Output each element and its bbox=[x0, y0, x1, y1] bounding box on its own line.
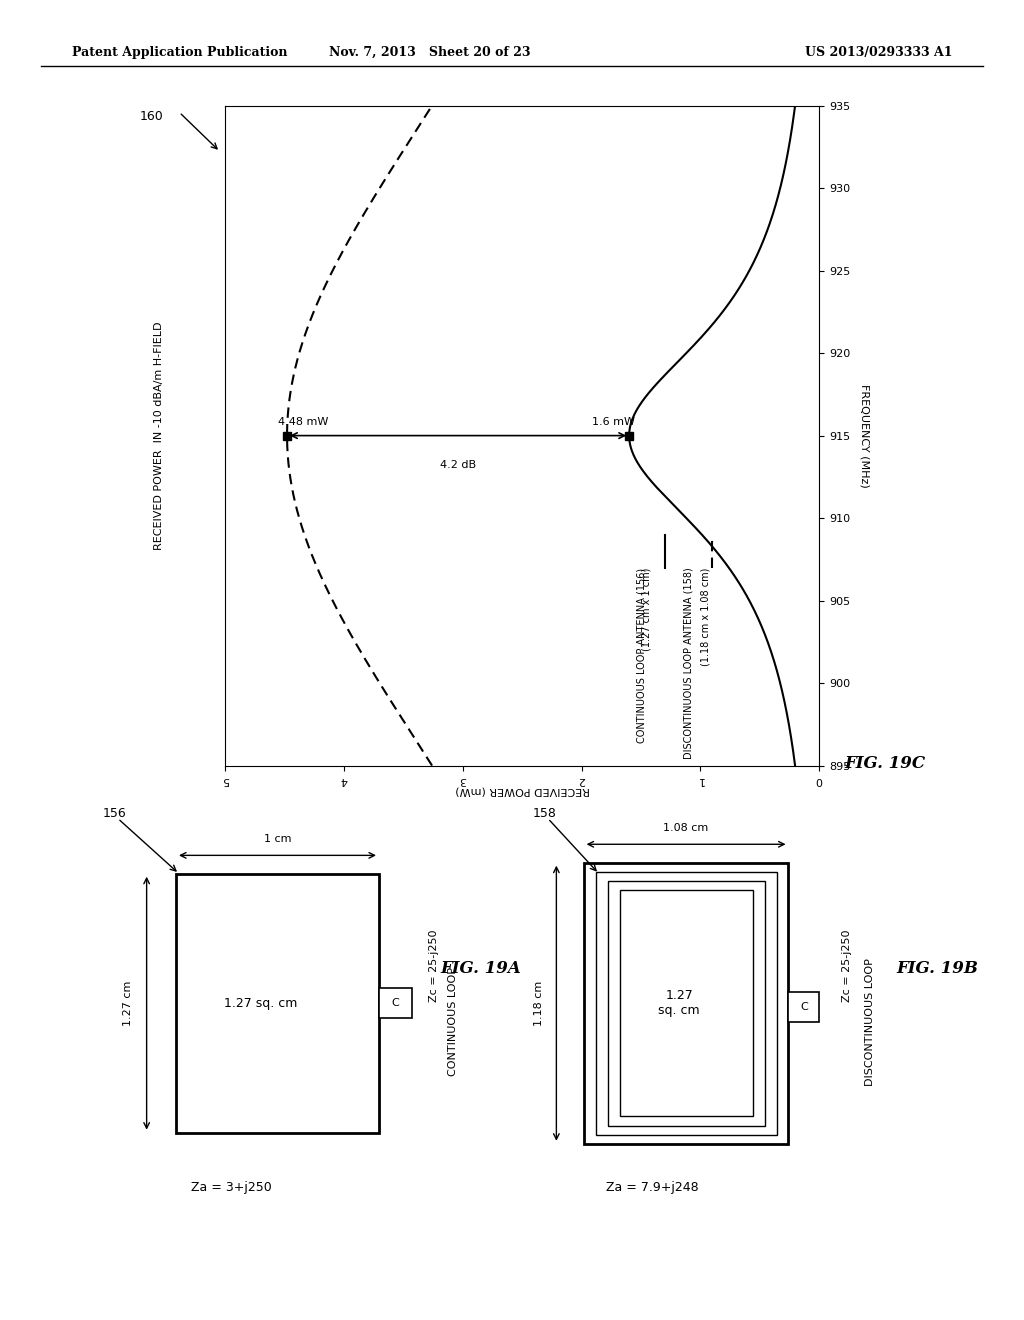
Text: 1.27 sq. cm: 1.27 sq. cm bbox=[224, 997, 298, 1010]
Text: 4.2 dB: 4.2 dB bbox=[440, 461, 476, 470]
Y-axis label: FREQUENCY (MHz): FREQUENCY (MHz) bbox=[859, 384, 869, 487]
Text: 1.27
sq. cm: 1.27 sq. cm bbox=[658, 989, 700, 1018]
Text: RECEIVED POWER  IN -10 dBA/m H-FIELD: RECEIVED POWER IN -10 dBA/m H-FIELD bbox=[154, 321, 164, 550]
Text: 1.27 cm: 1.27 cm bbox=[123, 981, 133, 1026]
Text: C: C bbox=[800, 1002, 808, 1012]
Bar bbox=[176, 874, 379, 1133]
Text: 1.08 cm: 1.08 cm bbox=[664, 824, 709, 833]
Text: Nov. 7, 2013   Sheet 20 of 23: Nov. 7, 2013 Sheet 20 of 23 bbox=[330, 46, 530, 59]
Text: Zc = 25-j250: Zc = 25-j250 bbox=[842, 931, 852, 1002]
Text: (1.18 cm x 1.08 cm): (1.18 cm x 1.08 cm) bbox=[667, 568, 711, 667]
Text: 1 cm: 1 cm bbox=[264, 834, 291, 845]
Text: US 2013/0293333 A1: US 2013/0293333 A1 bbox=[805, 46, 952, 59]
Text: DISCONTINUOUS LOOP ANTENNA (158): DISCONTINUOUS LOOP ANTENNA (158) bbox=[684, 568, 693, 759]
Bar bbox=[607, 880, 765, 1126]
Text: Za = 7.9+j248: Za = 7.9+j248 bbox=[605, 1180, 698, 1193]
Text: FIG. 19A: FIG. 19A bbox=[440, 960, 521, 977]
Bar bbox=[620, 890, 753, 1117]
Text: FIG. 19C: FIG. 19C bbox=[845, 755, 926, 772]
Text: 156: 156 bbox=[102, 807, 126, 820]
Text: Za = 3+j250: Za = 3+j250 bbox=[191, 1180, 271, 1193]
Text: CONTINUOUS LOOP: CONTINUOUS LOOP bbox=[447, 968, 458, 1076]
Text: C: C bbox=[391, 998, 399, 1008]
Text: Zc = 25-j250: Zc = 25-j250 bbox=[429, 931, 439, 1002]
Text: 1.18 cm: 1.18 cm bbox=[535, 981, 545, 1026]
Bar bbox=[788, 993, 819, 1022]
Text: 1.6 mW: 1.6 mW bbox=[592, 417, 635, 428]
Text: 160: 160 bbox=[140, 110, 164, 123]
Bar bbox=[596, 871, 776, 1135]
Text: RECEIVED POWER (mW): RECEIVED POWER (mW) bbox=[455, 785, 590, 796]
Text: (1.27 cm x 1 cm): (1.27 cm x 1 cm) bbox=[630, 568, 652, 651]
Bar bbox=[584, 863, 788, 1143]
Text: 4.48 mW: 4.48 mW bbox=[278, 417, 328, 428]
Text: Patent Application Publication: Patent Application Publication bbox=[72, 46, 287, 59]
Text: 158: 158 bbox=[532, 807, 556, 820]
Text: FIG. 19B: FIG. 19B bbox=[896, 960, 978, 977]
Text: CONTINUOUS LOOP ANTENNA (156): CONTINUOUS LOOP ANTENNA (156) bbox=[636, 568, 646, 743]
Bar bbox=[379, 989, 412, 1018]
Text: DISCONTINUOUS LOOP: DISCONTINUOUS LOOP bbox=[865, 958, 876, 1085]
